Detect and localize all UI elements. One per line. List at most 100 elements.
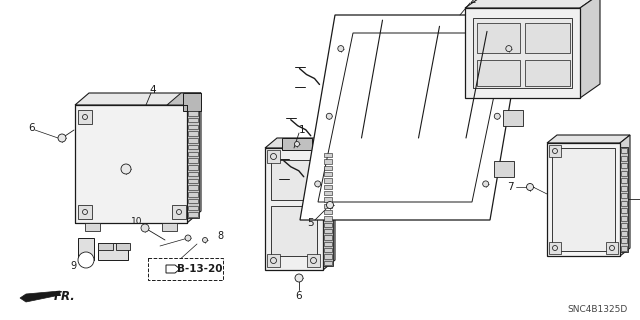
Polygon shape (477, 23, 520, 53)
Bar (621, 238, 627, 244)
Bar (324, 216, 332, 221)
Bar (188, 138, 198, 143)
Bar (621, 223, 627, 228)
Polygon shape (187, 110, 199, 218)
Circle shape (294, 141, 300, 147)
Circle shape (552, 148, 557, 154)
Bar (188, 212, 198, 217)
Polygon shape (525, 23, 570, 53)
Polygon shape (465, 8, 580, 98)
Polygon shape (620, 147, 628, 252)
Circle shape (310, 258, 317, 263)
Bar (148, 258, 223, 280)
Bar (324, 153, 332, 157)
Circle shape (326, 113, 332, 119)
Bar (621, 216, 627, 221)
Polygon shape (271, 160, 317, 200)
Circle shape (326, 202, 333, 209)
Circle shape (185, 235, 191, 241)
Bar (324, 172, 332, 176)
Text: 5: 5 (307, 218, 314, 228)
Bar (188, 124, 198, 129)
Bar (188, 145, 198, 149)
Polygon shape (547, 143, 620, 256)
Bar (621, 208, 627, 213)
Polygon shape (323, 152, 333, 266)
Bar (188, 131, 198, 136)
Circle shape (271, 258, 276, 263)
Bar (324, 210, 332, 214)
Bar (78, 205, 92, 219)
Polygon shape (265, 138, 335, 148)
Circle shape (121, 164, 131, 174)
Circle shape (83, 210, 88, 214)
Polygon shape (318, 33, 507, 202)
Circle shape (295, 274, 303, 282)
Bar (324, 191, 332, 196)
Bar (549, 145, 561, 157)
Circle shape (483, 181, 489, 187)
Polygon shape (78, 238, 94, 260)
Bar (188, 199, 198, 204)
Polygon shape (98, 243, 128, 260)
Bar (621, 148, 627, 153)
Bar (188, 111, 198, 116)
Polygon shape (477, 60, 520, 86)
Bar (621, 178, 627, 183)
Polygon shape (580, 0, 600, 98)
Circle shape (271, 154, 276, 159)
Polygon shape (525, 60, 570, 86)
Bar (621, 193, 627, 198)
Bar (188, 205, 198, 210)
Polygon shape (187, 93, 201, 223)
Text: 8: 8 (217, 231, 223, 241)
Polygon shape (166, 265, 180, 273)
Polygon shape (620, 135, 630, 256)
Bar (188, 158, 198, 163)
Bar (324, 235, 332, 240)
Text: 9: 9 (70, 261, 76, 271)
Bar (188, 172, 198, 177)
Text: 1: 1 (299, 125, 305, 135)
Polygon shape (493, 161, 514, 177)
Text: 6: 6 (29, 123, 35, 133)
Text: B-13-20: B-13-20 (177, 264, 223, 274)
Circle shape (153, 265, 161, 273)
Bar (267, 150, 280, 163)
Bar (307, 254, 320, 267)
Bar (324, 197, 332, 202)
Bar (267, 254, 280, 267)
Polygon shape (300, 15, 525, 220)
Text: 4: 4 (150, 85, 156, 95)
Polygon shape (183, 93, 201, 111)
Bar (324, 204, 332, 208)
Polygon shape (473, 18, 572, 88)
Bar (324, 260, 332, 265)
Bar (78, 110, 92, 124)
Polygon shape (98, 243, 113, 250)
Bar (324, 229, 332, 233)
Text: 7: 7 (507, 182, 513, 192)
Polygon shape (547, 135, 630, 143)
Polygon shape (465, 0, 600, 8)
Bar (188, 179, 198, 183)
Polygon shape (513, 48, 533, 64)
Circle shape (315, 181, 321, 187)
Circle shape (338, 46, 344, 52)
Circle shape (141, 224, 149, 232)
Bar (188, 151, 198, 156)
Polygon shape (20, 291, 60, 302)
Circle shape (202, 237, 207, 243)
Polygon shape (116, 243, 130, 250)
Circle shape (506, 46, 512, 52)
Circle shape (552, 245, 557, 251)
Polygon shape (75, 105, 187, 223)
Bar (621, 186, 627, 191)
Text: 2: 2 (470, 0, 476, 5)
Bar (549, 242, 561, 254)
Bar (324, 242, 332, 246)
Bar (606, 242, 618, 254)
Bar (324, 254, 332, 259)
Bar (324, 159, 332, 164)
Polygon shape (502, 109, 522, 125)
